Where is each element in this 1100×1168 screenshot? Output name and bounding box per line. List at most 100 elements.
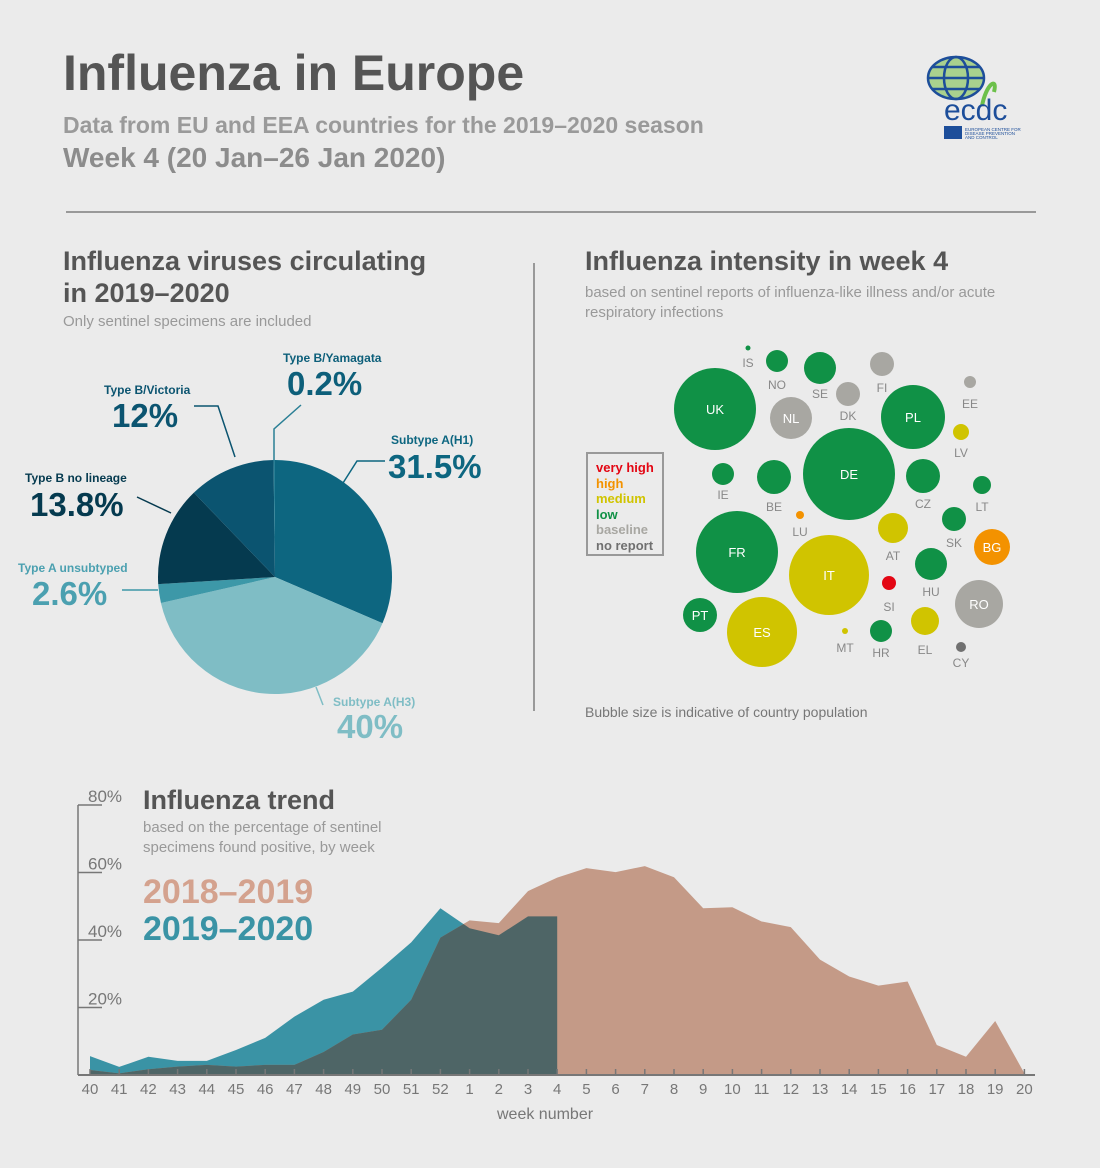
slice-label-nolineage: Type B no lineage — [25, 471, 127, 485]
slice-label-h1: Subtype A(H1) — [391, 433, 474, 447]
bubble-label-lv: LV — [954, 446, 968, 460]
legend-baseline: baseline — [596, 522, 649, 537]
legend-medium: medium — [596, 491, 646, 506]
pie-slice-subtype-a-h1- — [275, 460, 392, 624]
leader-b-nolineage — [136, 496, 172, 514]
bubble-label-lt: LT — [975, 500, 989, 514]
slice-value-h3: 40% — [337, 708, 404, 745]
bubble-hu — [915, 548, 947, 580]
intensity-note: based on sentinel reports of influenza-l… — [585, 283, 995, 323]
x-tick-label: 15 — [870, 1081, 887, 1098]
pie-slice-type-b-yamagata — [273, 460, 275, 577]
bubble-cy — [956, 642, 966, 652]
bubble-pl — [881, 385, 945, 449]
pie-slice-type-b-victoria — [193, 460, 275, 577]
y-tick-label: 60% — [88, 855, 122, 874]
bubble-label-uk: UK — [706, 402, 724, 417]
bubble-label-be: BE — [766, 500, 782, 514]
x-tick-label: 45 — [228, 1081, 245, 1098]
slice-label-yamagata: Type B/Yamagata — [283, 351, 382, 365]
x-tick-label: 16 — [899, 1081, 916, 1098]
leader-h1 — [342, 460, 385, 484]
bubble-be — [757, 460, 791, 494]
x-tick-label: 52 — [432, 1081, 449, 1098]
x-tick-label: 17 — [928, 1081, 945, 1098]
bubble-label-is: IS — [742, 356, 753, 370]
svg-text:AND CONTROL: AND CONTROL — [965, 135, 998, 140]
x-tick-label: 2 — [495, 1081, 503, 1098]
y-tick-label: 20% — [88, 990, 122, 1009]
bubble-label-nl: NL — [783, 411, 800, 426]
logo-text: ecdc — [944, 94, 1007, 127]
viruses-title-line1: Influenza viruses circulating — [63, 246, 427, 276]
divider-vertical — [533, 263, 535, 711]
bubble-label-fr: FR — [728, 545, 745, 560]
x-tick-label: 14 — [841, 1081, 858, 1098]
pie-slice-type-a-unsubtyped — [158, 577, 275, 604]
bubble-lu — [796, 511, 804, 519]
x-tick-label: 6 — [611, 1081, 619, 1098]
bubble-at — [878, 513, 908, 543]
legend-low: low — [596, 506, 618, 522]
bubble-label-no: NO — [768, 378, 786, 392]
x-tick-label: 44 — [198, 1081, 215, 1098]
bubble-hr — [870, 620, 892, 642]
bubble-dk — [836, 382, 860, 406]
bubble-it — [789, 535, 869, 615]
x-tick-label: 19 — [987, 1081, 1004, 1098]
week-label: Week 4 (20 Jan–26 Jan 2020) — [63, 142, 446, 173]
bubble-pt — [683, 598, 717, 632]
x-tick-label: 5 — [582, 1081, 590, 1098]
bubble-se — [804, 352, 836, 384]
slice-label-unsubtyped: Type A unsubtyped — [18, 561, 128, 575]
globe-icon: ecdc EUROPEAN CENTRE FOR DISEASE PREVENT… — [926, 55, 1022, 140]
bubble-es — [727, 597, 797, 667]
slice-value-yamagata: 0.2% — [287, 365, 363, 402]
bubble-label-cz: CZ — [915, 497, 931, 511]
bubble-label-fi: FI — [877, 381, 888, 395]
intensity-note-line2: respiratory infections — [585, 304, 724, 321]
x-tick-label: 49 — [344, 1081, 361, 1098]
x-tick-label: 43 — [169, 1081, 186, 1098]
x-tick-label: 46 — [257, 1081, 274, 1098]
x-tick-label: 3 — [524, 1081, 532, 1098]
bubble-label-ro: RO — [969, 597, 989, 612]
page-subtitle: Data from EU and EEA countries for the 2… — [63, 112, 704, 138]
bubble-is — [745, 345, 751, 351]
bubble-label-si: SI — [883, 600, 894, 614]
x-tick-label: 4 — [553, 1081, 561, 1098]
svg-text:DISEASE PREVENTION: DISEASE PREVENTION — [965, 131, 1015, 136]
leader-h3 — [315, 686, 324, 706]
slice-label-h3: Subtype A(H3) — [333, 695, 416, 709]
x-tick-label: 51 — [403, 1081, 420, 1098]
ecdc-logo: ecdc EUROPEAN CENTRE FOR DISEASE PREVENT… — [924, 54, 1024, 142]
pie-chart — [122, 404, 392, 706]
x-tick-label: 11 — [754, 1081, 770, 1098]
x-tick-label: 9 — [699, 1081, 707, 1098]
bubble-label-se: SE — [812, 387, 828, 401]
viruses-note: Only sentinel specimens are included — [63, 313, 312, 330]
bubble-cz — [906, 459, 940, 493]
x-tick-label: 20 — [1016, 1081, 1033, 1098]
intensity-legend: very high high medium low baseline no re… — [586, 452, 664, 556]
intensity-title: Influenza intensity in week 4 — [585, 246, 949, 276]
legend-high: high — [596, 475, 624, 491]
x-tick-label: 12 — [782, 1081, 799, 1098]
bubble-bg — [974, 529, 1010, 565]
x-tick-label: 47 — [286, 1081, 303, 1098]
x-tick-label: 41 — [111, 1081, 128, 1098]
bubble-label-ee: EE — [962, 397, 978, 411]
viruses-title-line2: in 2019–2020 — [63, 278, 230, 308]
bubble-uk — [674, 368, 756, 450]
intensity-note-line1: based on sentinel reports of influenza-l… — [585, 284, 996, 301]
bubble-label-at: AT — [886, 549, 901, 563]
x-tick-label: 50 — [374, 1081, 391, 1098]
divider — [66, 211, 1036, 213]
bubble-label-hr: HR — [872, 646, 890, 660]
bubble-si — [882, 576, 896, 590]
bubble-label-dk: DK — [840, 409, 857, 423]
bubble-mt — [842, 628, 848, 634]
y-tick-label: 80% — [88, 787, 122, 806]
bubble-label-pt: PT — [692, 608, 709, 623]
